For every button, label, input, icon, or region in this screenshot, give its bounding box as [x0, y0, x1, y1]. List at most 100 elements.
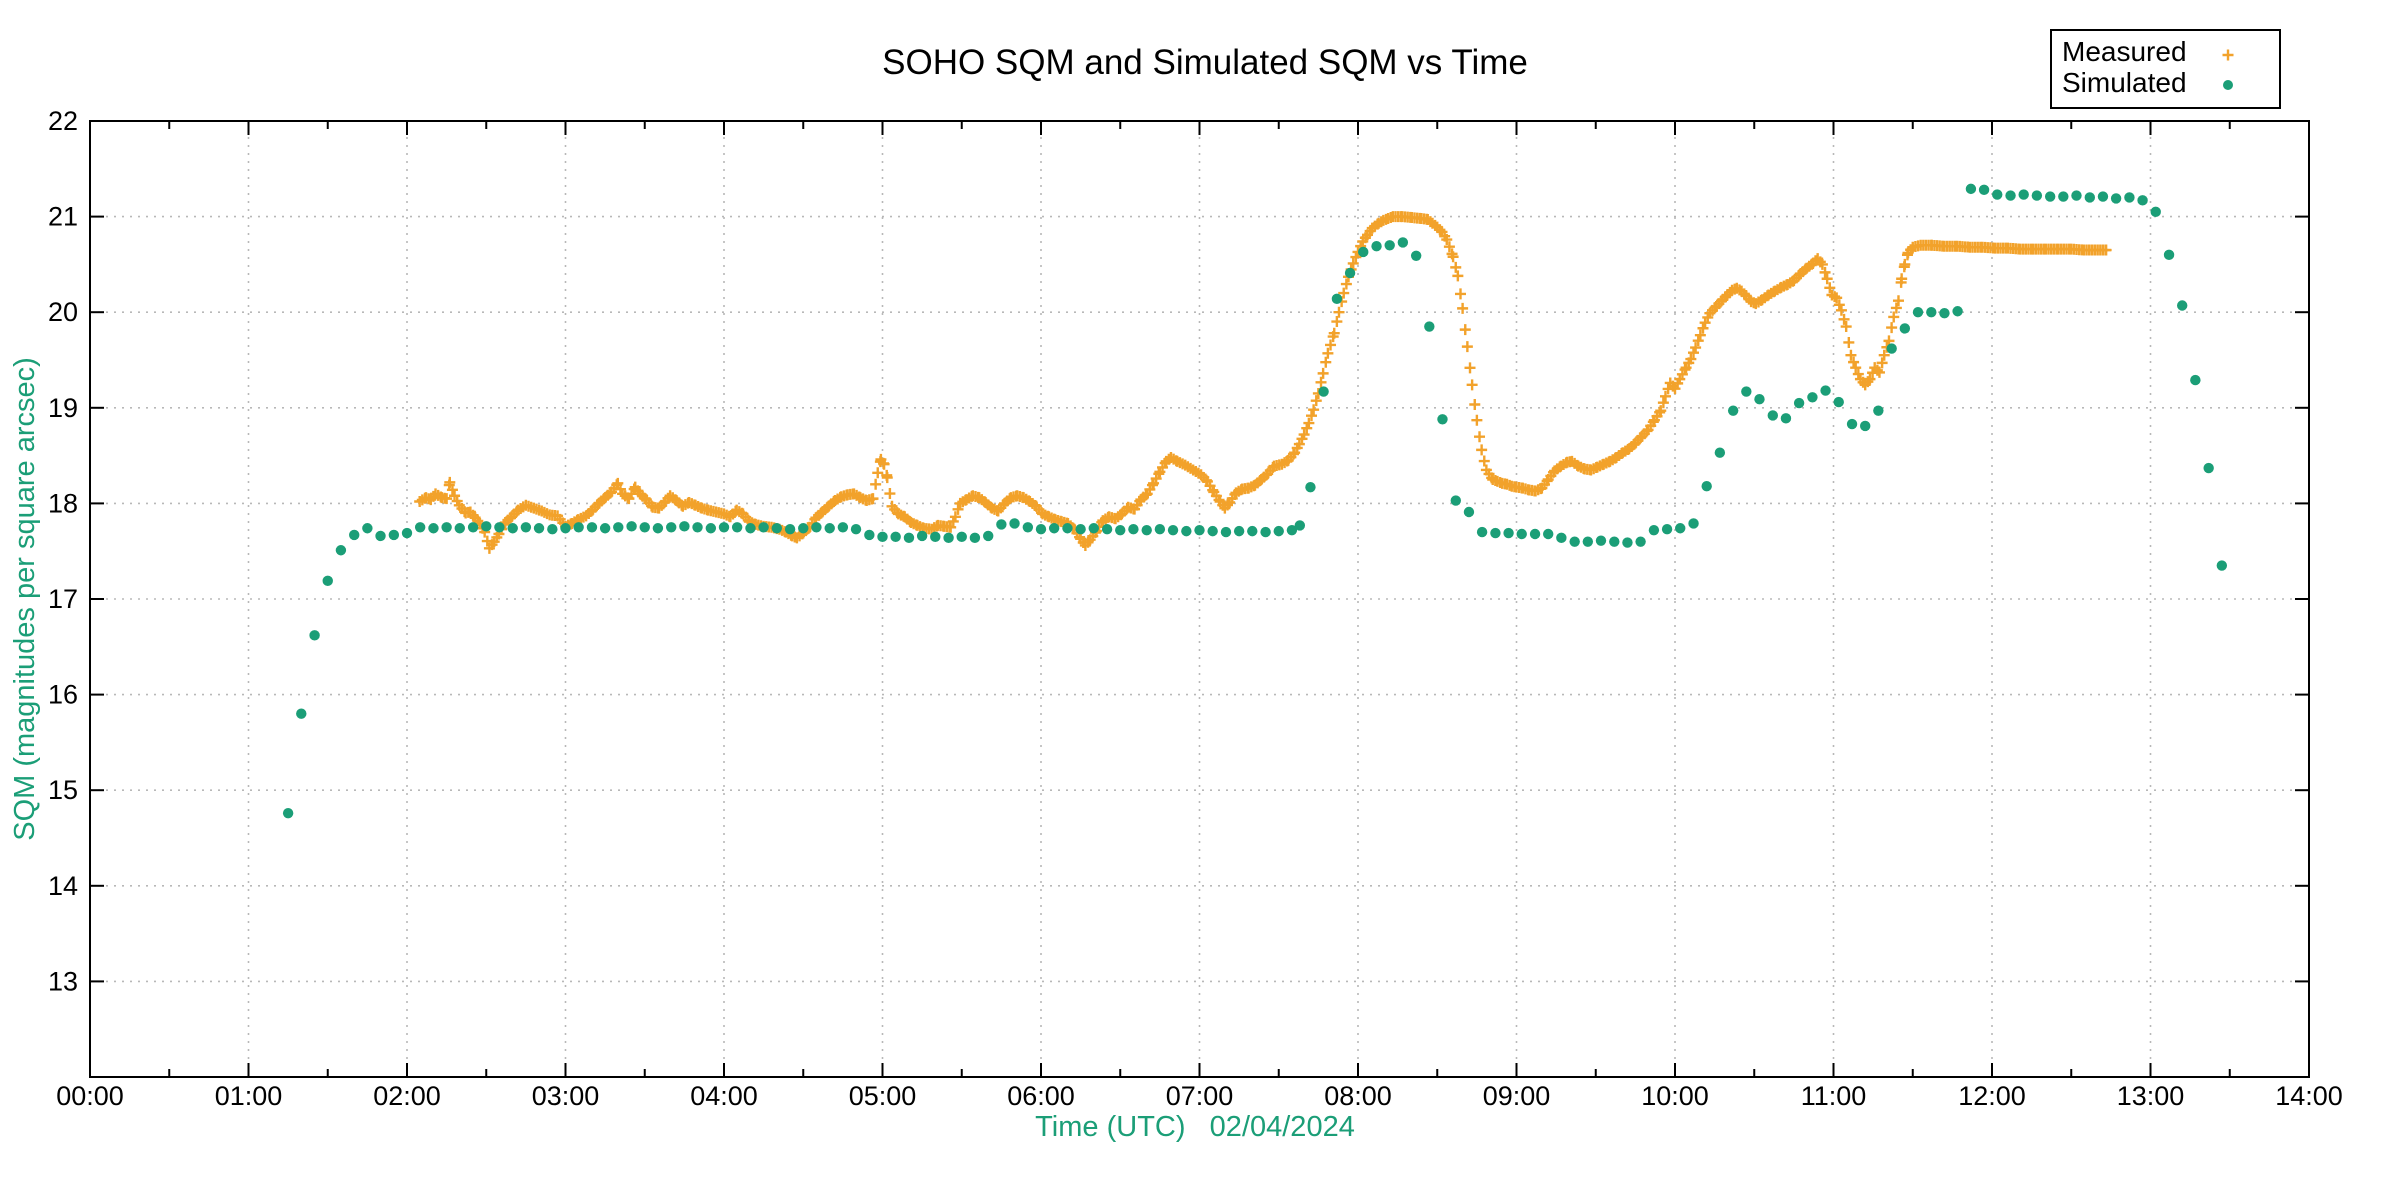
- simulated-point: [1793, 397, 1805, 409]
- simulated-point: [1992, 189, 2003, 200]
- measured-point: [1871, 364, 1883, 376]
- simulated-point: [1437, 414, 1448, 425]
- simulated-point: [1767, 410, 1778, 421]
- measured-point: [1328, 327, 1340, 339]
- measured-point: [1455, 288, 1466, 300]
- measured-point: [1848, 356, 1860, 368]
- x-axis-title: Time (UTC) 02/04/2024: [1035, 1111, 1355, 1143]
- simulated-point: [1410, 250, 1422, 261]
- measured-point: [1447, 251, 1459, 263]
- simulated-point: [837, 522, 849, 533]
- simulated-point: [1516, 528, 1527, 540]
- simulated-point: [599, 523, 611, 534]
- simulated-point: [824, 523, 835, 534]
- measured-point: [1306, 410, 1318, 422]
- simulated-point: [1860, 420, 1871, 432]
- simulated-point: [441, 522, 452, 533]
- x-tick-label: 06:00: [1007, 1081, 1075, 1111]
- measured-point: [1845, 349, 1857, 361]
- simulated-point: [1115, 524, 1126, 536]
- measured-point: [1655, 405, 1667, 417]
- measured-point: [1659, 390, 1671, 402]
- measured-point: [1890, 302, 1902, 314]
- x-tick-label: 12:00: [1958, 1081, 2026, 1111]
- simulated-point: [507, 523, 518, 534]
- simulated-point: [2163, 249, 2175, 261]
- measured-point: [872, 467, 884, 479]
- simulated-point: [1048, 523, 1060, 534]
- simulated-point: [1688, 518, 1699, 529]
- x-tick-label: 00:00: [56, 1081, 124, 1111]
- measured-point: [867, 493, 879, 505]
- measured-point: [1899, 258, 1911, 270]
- measured-point: [1452, 270, 1464, 282]
- measured-point: [1450, 261, 1462, 273]
- simulated-point: [1926, 307, 1937, 318]
- measured-point: [1878, 349, 1890, 361]
- simulated-point: [2058, 191, 2069, 202]
- simulated-point: [639, 522, 650, 533]
- simulated-point: [1128, 524, 1139, 535]
- simulated-point: [1490, 527, 1501, 539]
- measured-point: [1478, 455, 1490, 467]
- y-tick-label: 22: [48, 106, 78, 136]
- measured-point: [1876, 357, 1888, 369]
- simulated-point: [547, 524, 558, 535]
- measured-point: [1464, 362, 1476, 374]
- legend: Measured Simulated: [2050, 29, 2281, 109]
- measured-point: [1350, 251, 1362, 263]
- axis-ticks: [89, 120, 2310, 1077]
- simulated-point: [1675, 523, 1686, 534]
- x-tick-label: 08:00: [1324, 1081, 1392, 1111]
- simulated-point: [1899, 323, 1911, 334]
- simulated-point: [1965, 183, 1977, 195]
- legend-item-measured: Measured: [2062, 36, 2234, 67]
- simulated-point: [718, 522, 730, 533]
- simulated-point: [930, 531, 941, 543]
- simulated-point: [1220, 526, 1232, 538]
- measured-point: [1852, 368, 1864, 380]
- simulated-point: [1247, 525, 1258, 537]
- plus-icon: [2222, 49, 2234, 61]
- simulated-point: [811, 522, 822, 533]
- simulated-point: [1701, 480, 1712, 492]
- simulated-point: [1780, 413, 1792, 424]
- simulated-point: [1661, 524, 1673, 535]
- measured-point: [1476, 444, 1488, 456]
- simulated-point: [1384, 240, 1395, 251]
- measured-point: [1434, 224, 1446, 236]
- measured-point: [1310, 395, 1322, 407]
- measured-point: [1697, 322, 1709, 334]
- simulated-point: [1035, 524, 1047, 535]
- legend-box: [2050, 29, 2281, 109]
- measured-point: [1850, 362, 1862, 374]
- x-tick-label: 02:00: [373, 1081, 441, 1111]
- simulated-point: [2071, 190, 2082, 201]
- legend-label-simulated: Simulated: [2062, 67, 2187, 98]
- simulated-point: [2044, 191, 2056, 202]
- simulated-point: [2124, 192, 2135, 203]
- x-tick-label: 04:00: [690, 1081, 758, 1111]
- y-tick-label: 13: [48, 966, 78, 996]
- simulated-point: [388, 529, 400, 541]
- simulated-point: [798, 523, 809, 534]
- simulated-point: [2190, 374, 2201, 386]
- measured-point: [441, 493, 453, 505]
- measured-point: [1888, 311, 1900, 323]
- y-tick-label: 20: [48, 297, 78, 327]
- simulated-point: [1371, 241, 1382, 252]
- simulated-point: [1450, 495, 1461, 506]
- measured-point: [945, 521, 957, 533]
- simulated-point: [2216, 560, 2228, 571]
- simulated-point: [1181, 525, 1192, 537]
- measured-point: [870, 478, 882, 490]
- simulated-point: [1978, 184, 1990, 196]
- measured-point: [1685, 353, 1697, 365]
- measured-point: [1333, 306, 1345, 318]
- simulated-point: [1294, 520, 1306, 531]
- measured-point: [1687, 347, 1699, 359]
- y-tick-label: 16: [48, 680, 78, 710]
- simulated-point: [2005, 190, 2016, 201]
- measured-point: [612, 477, 624, 489]
- simulated-point: [2150, 206, 2161, 218]
